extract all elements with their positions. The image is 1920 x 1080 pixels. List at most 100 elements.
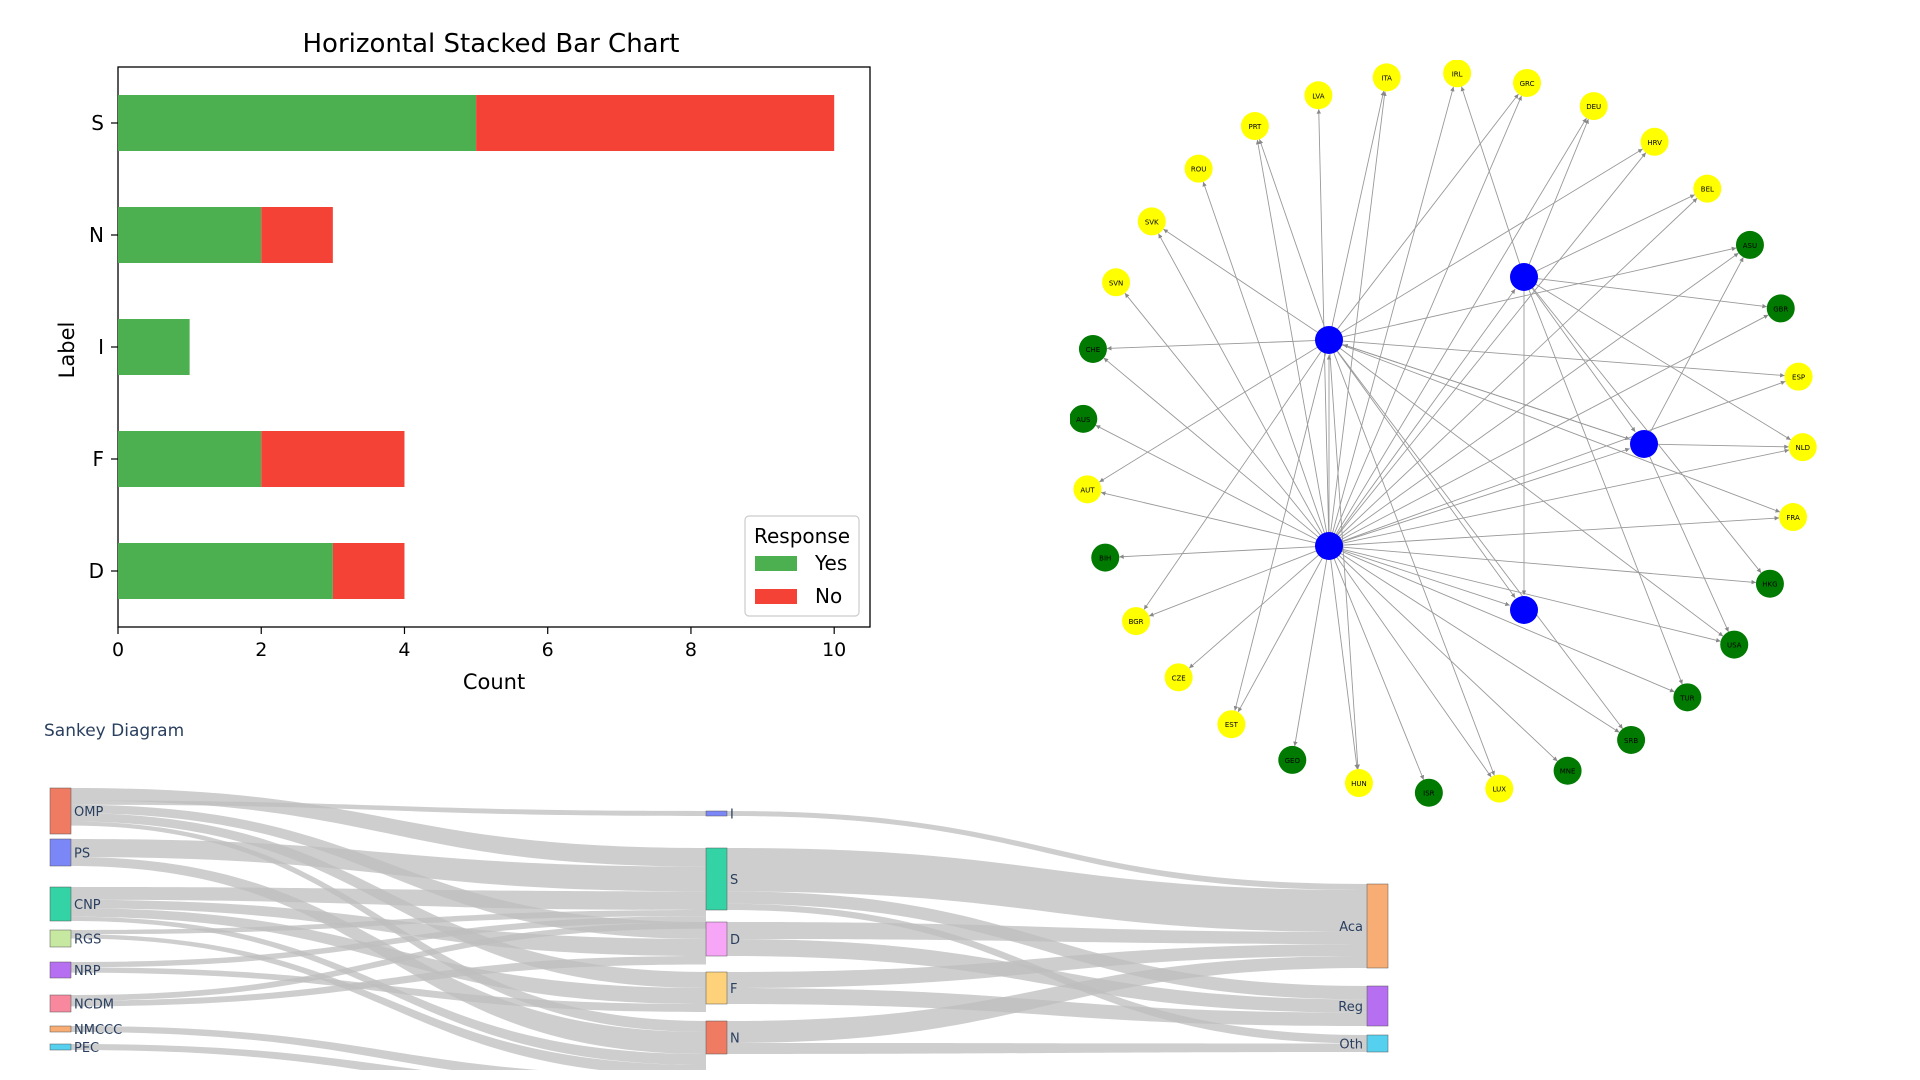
sankey-node-ps <box>49 838 72 867</box>
network-node-aut <box>1073 475 1102 504</box>
network-node-lva <box>1304 81 1333 110</box>
network-node-isr <box>1414 778 1443 807</box>
network-node-usa <box>1720 630 1749 659</box>
network-node-hun <box>1344 769 1373 798</box>
sankey-node-label: Aca <box>1339 920 1363 935</box>
network-node-label: PRT <box>1248 123 1262 131</box>
bar-y-tick-label: D <box>89 559 104 583</box>
sankey-link-rgs-n <box>71 934 706 1070</box>
sankey-node-reg <box>1366 985 1389 1027</box>
network-edge <box>1332 341 1781 513</box>
bar-x-tick-label: 10 <box>822 639 846 661</box>
bar-yes-f <box>118 431 262 487</box>
sankey-link-omp-s <box>71 788 706 867</box>
network-edge <box>1332 448 1790 546</box>
network-node-srb <box>1617 725 1646 754</box>
sankey-link-rgs-s <box>71 910 706 935</box>
bar-yes-s <box>118 95 477 151</box>
network-edge <box>1332 547 1675 693</box>
network-hub-node <box>1630 430 1658 458</box>
network-node-esp <box>1784 362 1813 391</box>
network-node-label: MNE <box>1560 768 1576 776</box>
network-edge <box>1103 357 1327 544</box>
sankey-node-pec <box>49 1043 72 1051</box>
bar-legend-swatch-yes <box>755 556 797 571</box>
network-edge <box>1316 109 1330 543</box>
sankey-node-label: PS <box>74 847 90 862</box>
sankey-node-ncdm <box>49 994 72 1013</box>
bar-y-tick-label: I <box>98 335 104 359</box>
network-node-geo <box>1278 745 1307 774</box>
sankey-node-label: I <box>730 808 734 823</box>
network-node-asu <box>1735 230 1764 259</box>
network-node-ita <box>1372 63 1401 92</box>
network-node-label: BEL <box>1701 186 1714 194</box>
network-edge <box>1525 118 1589 274</box>
network-edge <box>1329 91 1387 543</box>
bar-no-s <box>476 95 835 151</box>
network-edge <box>1332 380 1786 546</box>
network-node-nld <box>1788 433 1817 462</box>
sankey-link-omp-i <box>71 800 706 816</box>
network-edge <box>1331 197 1698 544</box>
network-edge <box>1237 549 1328 713</box>
sankey-link-cnp-d <box>71 899 706 956</box>
bar-no-d <box>332 543 405 599</box>
network-edge <box>1332 546 1510 607</box>
network-node-label: ROU <box>1191 166 1207 174</box>
bar-y-tick-label: N <box>89 223 104 247</box>
network-node-fra <box>1779 503 1808 532</box>
network-edge <box>1525 280 1683 685</box>
network-node-label: SRB <box>1624 737 1638 745</box>
network-edge <box>1293 549 1329 747</box>
bar-legend-label-yes: Yes <box>814 551 847 575</box>
network-edge <box>1329 549 1359 770</box>
sankey-link-s-reg <box>727 891 1367 1000</box>
network-node-label: BGR <box>1129 618 1144 626</box>
bar-y-axis-label: Label <box>55 322 79 379</box>
network-edge <box>1329 343 1495 776</box>
network-edge <box>1332 515 1780 547</box>
sankey-node-label: F <box>730 982 737 997</box>
bar-x-axis-label: Count <box>463 670 525 694</box>
network-edge <box>1645 257 1744 441</box>
network-hub-node <box>1510 263 1538 291</box>
sankey-node-n <box>705 1020 728 1055</box>
network-edge <box>1328 343 1360 770</box>
network-node-mne <box>1553 756 1582 785</box>
network-edge <box>1527 194 1695 276</box>
network-node-est <box>1217 710 1246 739</box>
sankey-link-d-aca <box>727 922 1367 944</box>
network-edge <box>1329 86 1455 543</box>
network-edge <box>1330 288 1516 544</box>
network-node-svk <box>1137 207 1166 236</box>
network-edge <box>1331 342 1724 637</box>
network-edge <box>1332 547 1620 733</box>
sankey-node-d <box>705 921 728 957</box>
sankey-node-i <box>705 810 728 817</box>
sankey-node-label: RGS <box>74 933 101 948</box>
network-edge <box>1331 548 1558 762</box>
network-node-label: EST <box>1225 721 1239 729</box>
network-node-grc <box>1513 68 1542 97</box>
network-hub-node <box>1315 532 1343 560</box>
network-node-che <box>1078 334 1107 363</box>
bar-chart-title: Horizontal Stacked Bar Chart <box>302 29 679 59</box>
sankey-link-cnp-s <box>71 887 706 910</box>
sankey-node-f <box>705 971 728 1005</box>
network-edge <box>1332 545 1757 585</box>
network-node-label: ISR <box>1423 790 1435 798</box>
network-edge <box>1106 339 1326 351</box>
bar-y-tick-label: S <box>91 111 104 135</box>
network-edge <box>1124 292 1327 544</box>
network-node-lux <box>1485 774 1514 803</box>
stacked-bar-chart: Horizontal Stacked Bar Chart S N I F D 0 2 4 6 8… <box>55 29 871 694</box>
sankey-node-label: CNP <box>74 898 101 913</box>
network-node-label: DEU <box>1586 103 1601 111</box>
bar-x-tick-label: 8 <box>685 639 697 661</box>
sankey-link-i-aca <box>727 811 1367 890</box>
bar-legend-title: Response <box>754 524 850 548</box>
sankey-link-ncdm-d <box>71 956 706 1007</box>
network-node-label: SVN <box>1109 279 1123 287</box>
network-node-label: LVA <box>1312 92 1324 100</box>
